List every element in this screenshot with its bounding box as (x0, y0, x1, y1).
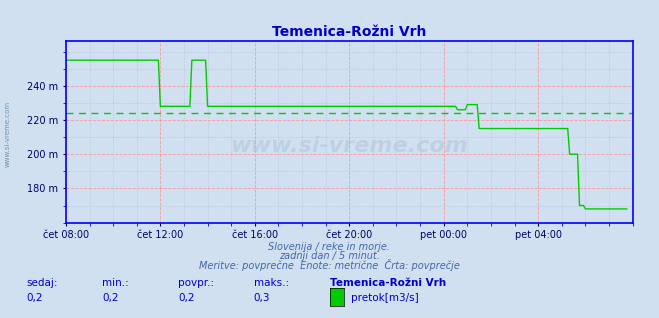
Text: 0,2: 0,2 (102, 293, 119, 302)
Text: 0,2: 0,2 (178, 293, 194, 302)
Text: Meritve: povprečne  Enote: metrične  Črta: povprečje: Meritve: povprečne Enote: metrične Črta:… (199, 259, 460, 271)
Text: sedaj:: sedaj: (26, 278, 58, 288)
Text: povpr.:: povpr.: (178, 278, 214, 288)
Text: www.si-vreme.com: www.si-vreme.com (5, 100, 11, 167)
Text: Temenica-Rožni Vrh: Temenica-Rožni Vrh (330, 278, 445, 288)
Text: www.si-vreme.com: www.si-vreme.com (231, 136, 468, 156)
Text: pretok[m3/s]: pretok[m3/s] (351, 293, 418, 302)
Text: zadnji dan / 5 minut.: zadnji dan / 5 minut. (279, 251, 380, 261)
Title: Temenica-Rožni Vrh: Temenica-Rožni Vrh (272, 25, 426, 39)
Text: 0,2: 0,2 (26, 293, 43, 302)
Text: 0,3: 0,3 (254, 293, 270, 302)
Text: Slovenija / reke in morje.: Slovenija / reke in morje. (268, 242, 391, 252)
Text: maks.:: maks.: (254, 278, 289, 288)
Text: min.:: min.: (102, 278, 129, 288)
